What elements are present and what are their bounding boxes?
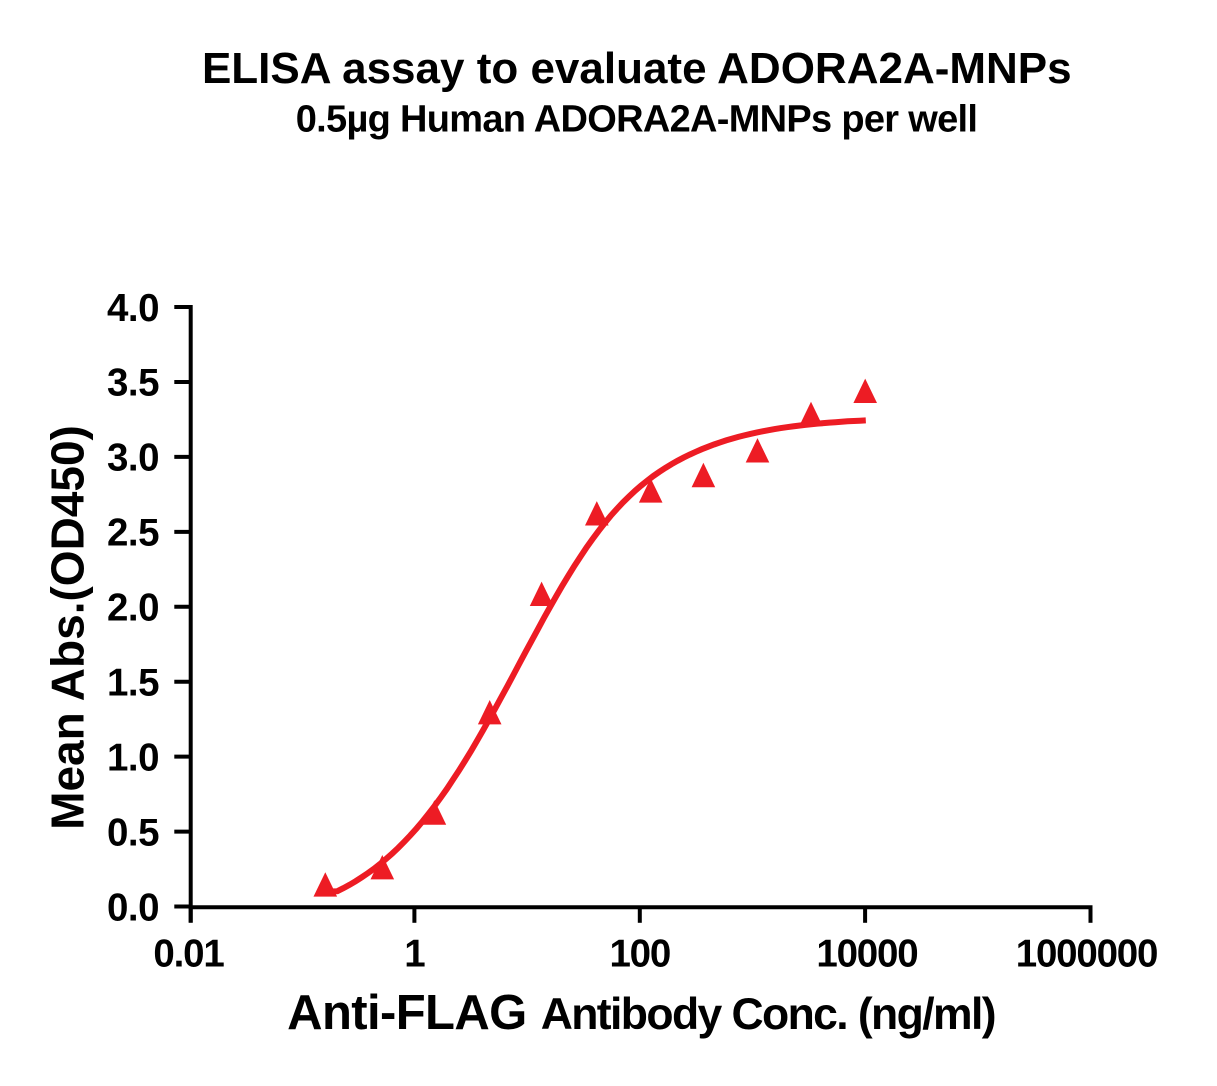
svg-text:3.5: 3.5 bbox=[107, 362, 159, 405]
svg-text:1.5: 1.5 bbox=[107, 662, 159, 705]
svg-text:3.0: 3.0 bbox=[107, 437, 159, 480]
svg-text:1: 1 bbox=[404, 933, 425, 976]
svg-text:10000: 10000 bbox=[816, 933, 917, 976]
svg-text:0.5µg Human ADORA2A-MNPs per w: 0.5µg Human ADORA2A-MNPs per well bbox=[296, 98, 978, 140]
svg-text:1.0: 1.0 bbox=[107, 736, 159, 779]
svg-text:Antibody Conc. (ng/ml): Antibody Conc. (ng/ml) bbox=[541, 990, 995, 1039]
svg-text:Mean Abs.(OD450): Mean Abs.(OD450) bbox=[42, 425, 94, 830]
svg-text:100: 100 bbox=[609, 933, 670, 976]
svg-text:0.01: 0.01 bbox=[153, 933, 224, 976]
svg-text:4.0: 4.0 bbox=[107, 287, 159, 330]
svg-text:2.0: 2.0 bbox=[107, 587, 159, 630]
svg-text:2.5: 2.5 bbox=[107, 512, 159, 555]
svg-text:1000000: 1000000 bbox=[1016, 933, 1157, 976]
svg-text:ELISA assay to evaluate ADORA2: ELISA assay to evaluate ADORA2A-MNPs bbox=[202, 44, 1072, 93]
svg-text:Anti-FLAG: Anti-FLAG bbox=[287, 986, 527, 1040]
svg-text:0.5: 0.5 bbox=[107, 811, 159, 854]
svg-text:0.0: 0.0 bbox=[107, 886, 159, 929]
